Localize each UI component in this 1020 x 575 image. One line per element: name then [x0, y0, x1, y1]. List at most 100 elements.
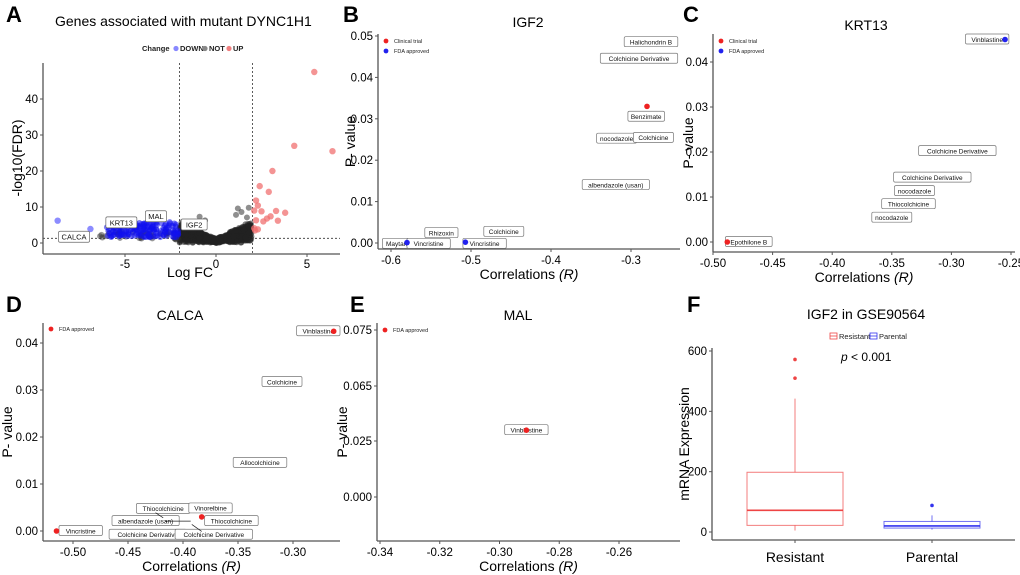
drug-label-text: nocodazole — [898, 188, 932, 195]
plot-area: -0.50 -0.45 -0.40 -0.35 -0.30 0.00 0.01 0.02 0.0… — [0, 323, 341, 574]
legend-label: Clinical trial — [729, 39, 757, 45]
x-tick-label: -0.40 — [819, 258, 845, 270]
drug-label-text: albendazole (usan) — [118, 518, 173, 525]
drug-label-text: Vincristine — [470, 241, 500, 248]
data-point — [404, 239, 410, 246]
drug-label: albendazole (usan) — [581, 179, 650, 190]
chart-title: IGF2 in GSE90564 — [807, 306, 926, 322]
drug-label-box — [296, 325, 341, 337]
legend: Change DOWN NOT UP — [142, 44, 243, 53]
not-point — [217, 238, 224, 245]
not-point — [196, 230, 203, 237]
y-tick-label: 0.01 — [16, 479, 38, 491]
legend-marker-down — [173, 45, 179, 52]
y-tick-label: 200 — [688, 467, 707, 479]
gene-label-text: KRT13 — [110, 218, 133, 227]
x-axis-label-text: Correlations — [142, 558, 221, 574]
down-point — [140, 222, 147, 229]
data-point — [644, 103, 650, 110]
data-point — [523, 427, 530, 434]
drug-label-text: Benzimate — [631, 114, 662, 121]
drug-label-text: Thiocolchicine — [211, 518, 253, 525]
not-point — [97, 233, 104, 240]
x-tick-label: Resistant — [766, 549, 824, 565]
drug-label-text: nocodazole — [600, 136, 634, 143]
drug-label-box — [232, 457, 288, 468]
drug-label-text: Epothilone B — [730, 239, 767, 246]
legend-label: FDA approved — [59, 327, 94, 333]
x-tick-label: -0.50 — [60, 547, 86, 559]
box-resistant — [746, 357, 844, 531]
p-threshold: < 0.001 — [848, 350, 892, 364]
drug-label-box — [188, 502, 233, 514]
legend-marker-not — [202, 45, 208, 52]
drug-label-text: Colchicine — [489, 229, 519, 236]
x-tick-label: -0.26 — [606, 547, 632, 559]
x-axis-label-italic: (R) — [894, 269, 913, 285]
p-symbol: p — [840, 350, 848, 364]
y-axis-label: P- value — [334, 406, 350, 458]
drug-label-box — [623, 36, 679, 48]
not-point — [211, 238, 218, 245]
drug-label-box — [918, 145, 997, 156]
panel-letter-f: F — [687, 292, 700, 317]
down-point — [174, 231, 181, 238]
drug-label-box — [627, 110, 665, 122]
drug-label-text: nocodazole — [875, 215, 909, 222]
gene-label-text: MAL — [148, 212, 163, 221]
legend-label: FDA approved — [393, 328, 428, 334]
chart-title: MAL — [504, 307, 533, 323]
down-point — [169, 223, 176, 230]
chart-title: CALCA — [157, 307, 204, 323]
panel-letter-a: A — [6, 2, 22, 27]
legend-marker — [718, 38, 724, 44]
x-axis-label: Correlations (R) — [480, 266, 579, 282]
y-tick-label: 30 — [25, 130, 38, 142]
x-axis-label-italic: (R) — [558, 558, 577, 574]
up-point — [258, 208, 265, 215]
panel-letter-c: C — [683, 2, 699, 27]
panel-b-igf2-scatter: B IGF2 -0.6 -0.5 -0.4 -0.3 0.00 0.01 0.02 0.03 0… — [342, 2, 680, 282]
drug-label-box — [581, 179, 650, 190]
y-tick-label: 10 — [25, 202, 38, 214]
x-tick-label: -5 — [120, 259, 130, 271]
gene-label-box — [58, 230, 90, 243]
drug-label: Colchicine Derivative — [174, 528, 253, 540]
y-tick-label: 0.00 — [686, 237, 708, 249]
axis-ticks: -5 0 5 0 10 20 30 40 — [25, 94, 310, 271]
y-tick-label: 0 — [32, 238, 38, 250]
not-point — [232, 227, 239, 234]
drug-label-text: Vincristine — [66, 528, 96, 535]
drug-label: Colchicine Derivative — [599, 52, 679, 64]
down-point — [87, 225, 94, 233]
panel-d-calca-scatter: D CALCA -0.50 -0.45 -0.40 -0.35 -0.30 0.00 0.0… — [0, 292, 341, 574]
down-point — [133, 230, 140, 237]
drug-label: Benzimate — [627, 110, 665, 122]
x-tick-label: -0.30 — [280, 547, 306, 559]
outlier-point — [930, 503, 934, 508]
chart-title: IGF2 — [512, 14, 543, 30]
up-point — [263, 215, 271, 222]
panel-a-volcano-plot: A Genes associated with mutant DYNC1H1 C… — [6, 2, 340, 280]
drug-label-text: Colchicine Derivative — [183, 532, 244, 539]
x-tick-label: -0.30 — [486, 547, 512, 559]
not-point — [196, 235, 203, 242]
drug-label-text: Maytansi — [386, 241, 412, 248]
x-tick-label: -0.45 — [115, 547, 141, 559]
up-point — [256, 182, 263, 190]
not-point — [245, 204, 252, 211]
legend-marker — [718, 48, 724, 54]
y-axis-label: P- value — [0, 406, 15, 458]
data-point — [53, 528, 60, 534]
gene-label-box — [105, 216, 138, 229]
y-axis-label: P- value — [342, 116, 358, 168]
x-axis-label: Correlations (R) — [479, 558, 578, 574]
legend-title: Change — [142, 44, 170, 53]
outlier-point — [793, 376, 797, 380]
data-point — [462, 239, 469, 245]
not-point — [180, 230, 187, 237]
y-tick-label: 400 — [688, 406, 707, 418]
not-point — [189, 239, 196, 246]
drug-label: Thiocolchicine — [136, 503, 191, 514]
